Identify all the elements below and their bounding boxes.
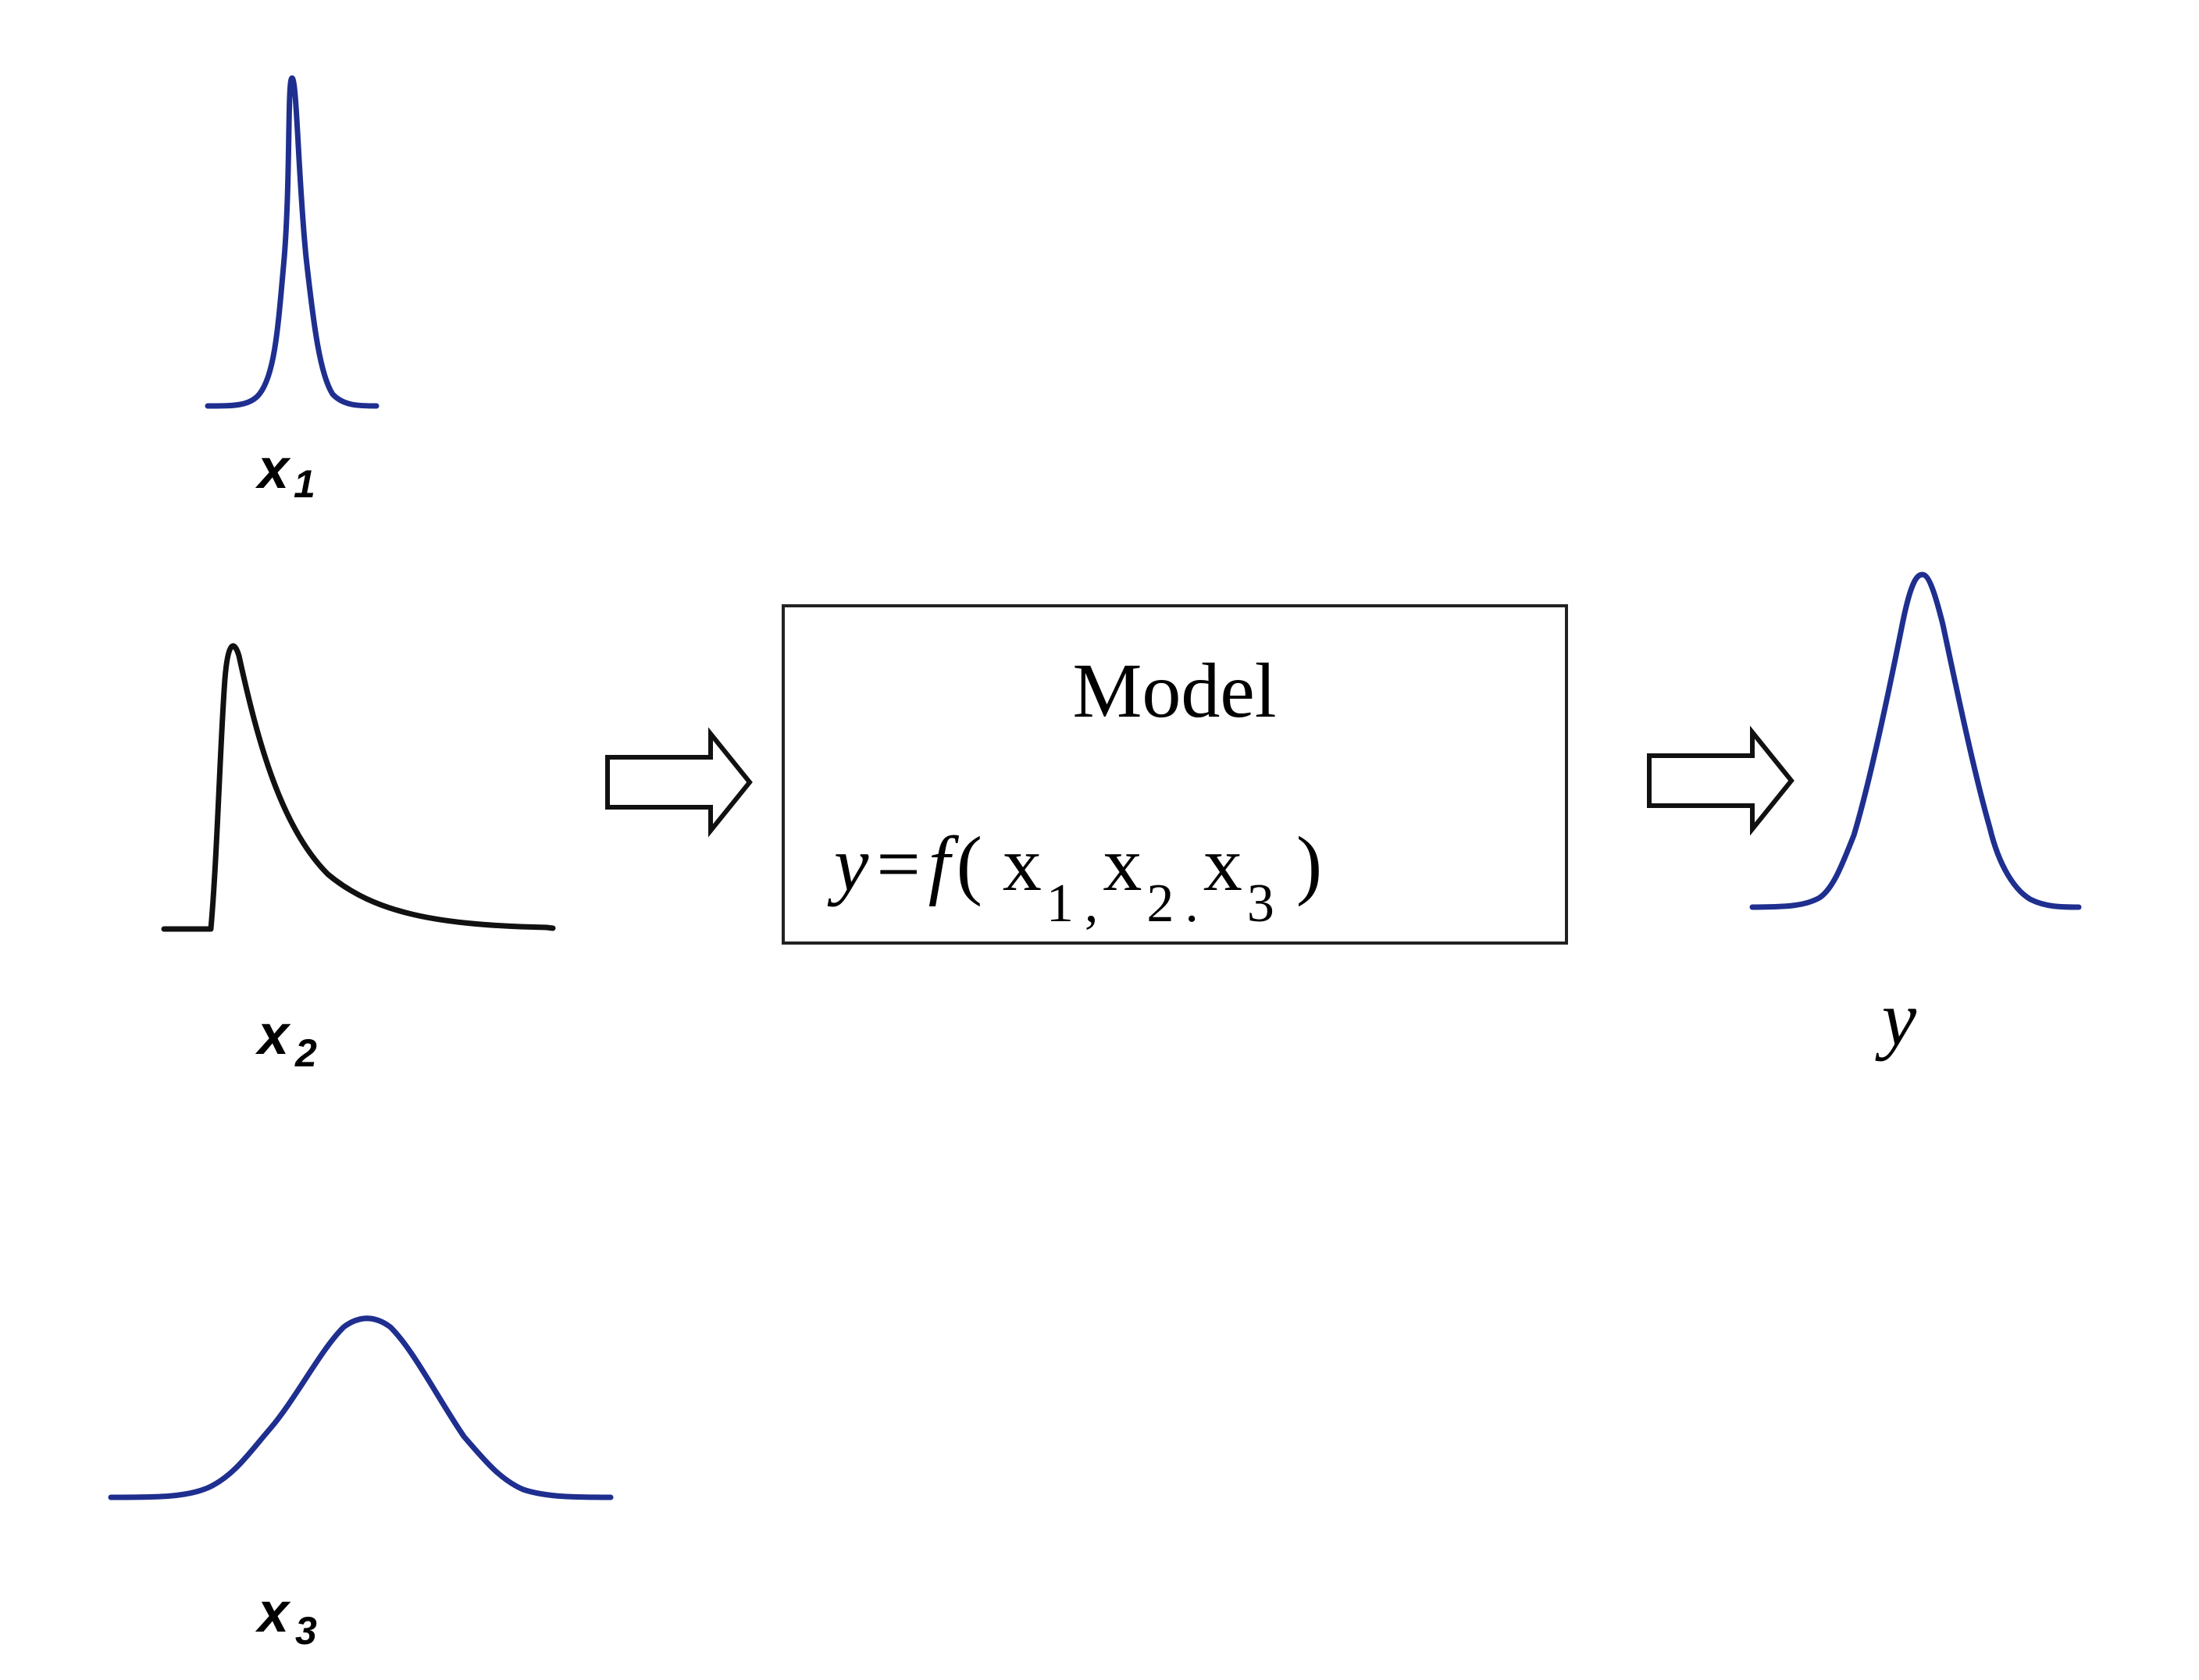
model-box-outline (782, 604, 1568, 945)
y-label: y (1875, 975, 1917, 1062)
output-y-group: y (1749, 571, 2082, 1062)
model-title: Model (1072, 647, 1276, 734)
model-box: Model y = f(x1 ,x2 .x3) (782, 604, 1568, 945)
x3-distribution-curve (108, 1315, 614, 1500)
x1-distribution-curve (205, 75, 380, 409)
y-distribution-curve (1749, 571, 2082, 910)
arrow-right-icon (605, 727, 753, 838)
arrow-right-icon (1647, 725, 1794, 836)
x2-distribution-curve (161, 643, 556, 932)
